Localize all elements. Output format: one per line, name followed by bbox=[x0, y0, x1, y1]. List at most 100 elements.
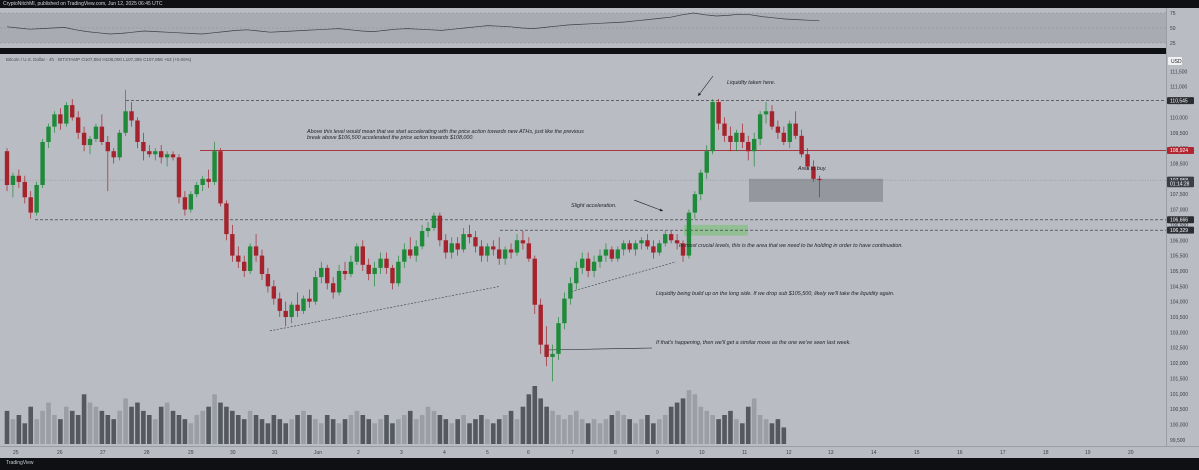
candle-body bbox=[182, 197, 188, 210]
candle-body bbox=[461, 234, 466, 250]
volume-bar bbox=[621, 415, 627, 444]
volume-bar bbox=[64, 406, 69, 444]
volume-bar bbox=[194, 415, 200, 444]
candle-body bbox=[556, 323, 561, 354]
price-tick-label: 104,500 bbox=[1170, 284, 1188, 290]
candle-body bbox=[348, 261, 354, 275]
candle-body bbox=[740, 132, 745, 142]
candle-body bbox=[609, 249, 615, 259]
time-tick-label: 30 bbox=[230, 450, 236, 456]
volume-bar bbox=[277, 419, 283, 444]
candle-body bbox=[550, 353, 555, 357]
volume-bar bbox=[123, 398, 128, 444]
candle-body bbox=[615, 249, 620, 259]
rsi-band bbox=[0, 13, 1166, 43]
volume-bar bbox=[467, 423, 472, 444]
candle-body bbox=[793, 123, 798, 136]
candle-body bbox=[301, 298, 306, 311]
candle-body bbox=[105, 141, 111, 152]
volume-bar bbox=[372, 423, 377, 444]
volume-bar bbox=[152, 419, 158, 444]
price-tick-label: 101,000 bbox=[1170, 392, 1188, 398]
volume-bar bbox=[728, 410, 733, 444]
volume-bar bbox=[508, 410, 514, 444]
volume-bar bbox=[342, 419, 348, 444]
candle-body bbox=[639, 240, 644, 244]
volume-bar bbox=[692, 394, 698, 444]
time-tick-label: 26 bbox=[57, 450, 63, 456]
volume-bar bbox=[34, 419, 39, 444]
candle-body bbox=[253, 246, 259, 256]
time-axis[interactable] bbox=[0, 446, 1199, 459]
volume-bar bbox=[230, 410, 235, 444]
time-tick-label: 17 bbox=[1000, 450, 1006, 456]
price-tag-label: 106,329 bbox=[1170, 228, 1188, 234]
volume-bar bbox=[585, 423, 591, 444]
volume-bar bbox=[431, 410, 437, 444]
candle-body bbox=[147, 151, 152, 155]
volume-bar bbox=[241, 419, 247, 444]
candle-body bbox=[283, 310, 288, 318]
time-tick-label: 11 bbox=[742, 450, 747, 456]
volume-bar bbox=[324, 415, 330, 444]
volume-bar bbox=[651, 423, 656, 444]
candle-body bbox=[52, 114, 57, 127]
volume-bar bbox=[686, 390, 692, 444]
price-tag-label: 108,924 bbox=[1170, 148, 1188, 154]
tradingview-logo-text[interactable]: TradingView bbox=[6, 460, 34, 466]
candle-body bbox=[402, 249, 407, 262]
annotation-crucial-levels: In most crucial levels, this is the area… bbox=[679, 243, 903, 249]
price-tick-label: 108,500 bbox=[1170, 161, 1188, 167]
volume-bar bbox=[87, 402, 93, 444]
volume-bar bbox=[224, 406, 229, 444]
volume-bar bbox=[603, 419, 609, 444]
time-tick-label: 15 bbox=[914, 450, 920, 456]
candle-body bbox=[692, 194, 698, 213]
volume-bar bbox=[265, 423, 271, 444]
candle-body bbox=[467, 234, 472, 238]
candle-body bbox=[680, 243, 686, 256]
volume-bar bbox=[573, 410, 579, 444]
volume-bar bbox=[176, 415, 182, 444]
price-tick-label: 106,500 bbox=[1170, 223, 1188, 229]
price-tag bbox=[1167, 216, 1194, 224]
volume-bar bbox=[496, 419, 502, 444]
candle-body bbox=[372, 267, 377, 275]
price-tick-label: 107,500 bbox=[1170, 192, 1188, 198]
price-tag bbox=[1167, 226, 1194, 234]
candle-body bbox=[496, 249, 502, 259]
volume-bar bbox=[443, 419, 449, 444]
candle-body bbox=[734, 132, 739, 142]
volume-bar bbox=[93, 406, 99, 444]
volume-bar bbox=[253, 415, 259, 444]
time-tick-label: 8 bbox=[614, 450, 617, 456]
candle-body bbox=[562, 298, 567, 324]
symbol-legend[interactable]: Bitcoin / U.S. Dollar · 4h · BITSTAMP O1… bbox=[6, 57, 192, 62]
candle-body bbox=[746, 141, 751, 152]
candle-body bbox=[70, 105, 75, 118]
volume-bar bbox=[22, 423, 28, 444]
candle-body bbox=[218, 151, 223, 204]
candle-body bbox=[425, 227, 431, 232]
candle-body bbox=[704, 151, 709, 173]
volume-bar bbox=[751, 398, 757, 444]
volume-bar bbox=[283, 423, 289, 444]
candle-body bbox=[396, 261, 401, 284]
volume-bar bbox=[235, 415, 241, 444]
candle-body bbox=[40, 141, 45, 185]
price-tick-label: 110,000 bbox=[1170, 115, 1188, 121]
annotation-above-level: Above this level would mean that we star… bbox=[307, 129, 584, 135]
time-tick-label: 19 bbox=[1085, 450, 1091, 456]
volume-bar bbox=[526, 394, 532, 444]
candle-body bbox=[10, 175, 16, 185]
volume-bar bbox=[562, 419, 567, 444]
volume-bar bbox=[40, 410, 45, 444]
candle-body bbox=[319, 267, 324, 278]
candle-body bbox=[538, 304, 543, 345]
volume-bar bbox=[437, 415, 443, 444]
volume-bar bbox=[200, 410, 205, 444]
volume-bar bbox=[259, 419, 265, 444]
candle-body bbox=[817, 178, 822, 181]
time-tick-label: 29 bbox=[188, 450, 194, 456]
